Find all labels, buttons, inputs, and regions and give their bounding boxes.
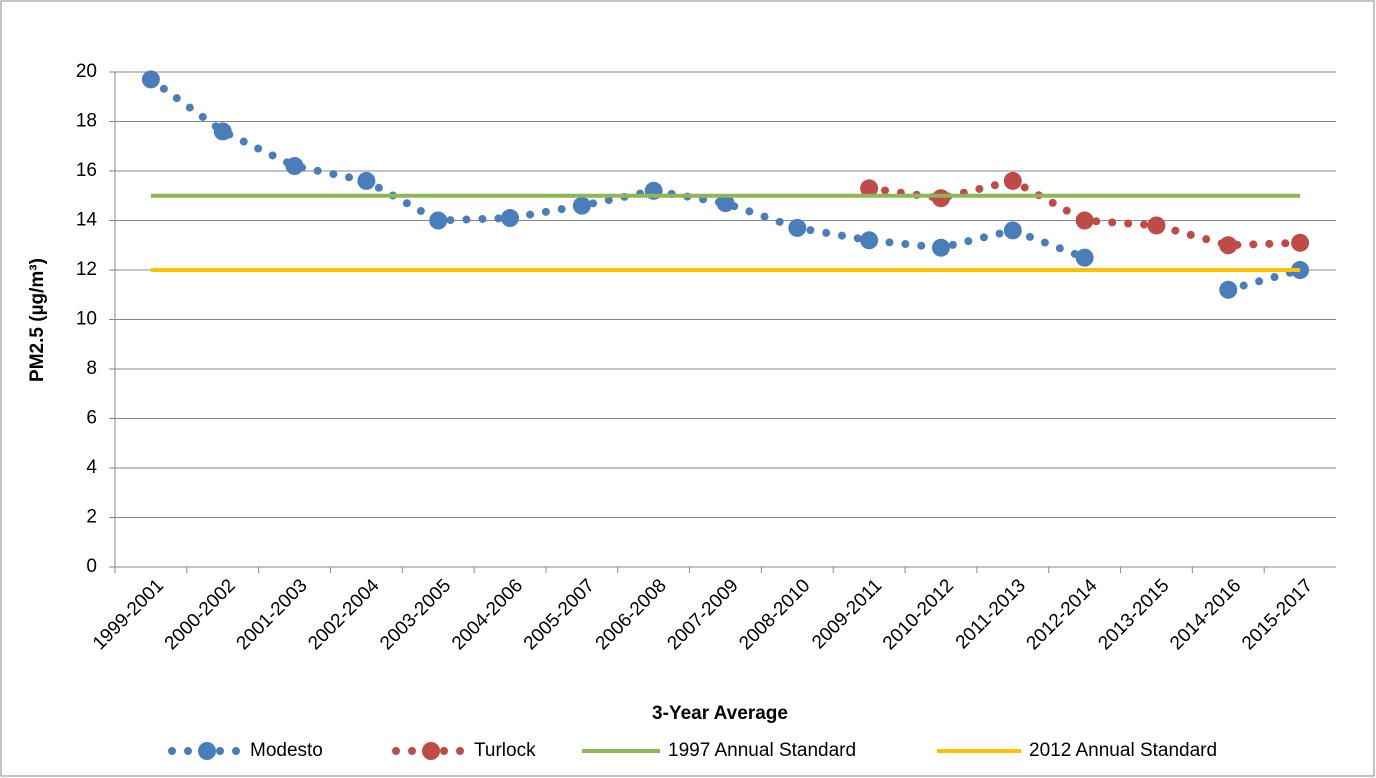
marker <box>931 238 950 257</box>
legend-label: 2012 Annual Standard <box>1029 740 1217 761</box>
marker <box>141 70 160 89</box>
marker <box>1291 233 1310 252</box>
marker <box>357 171 376 190</box>
marker <box>860 231 879 250</box>
marker <box>572 196 591 215</box>
marker <box>1003 221 1022 240</box>
legend-marker <box>198 742 216 760</box>
marker <box>1075 248 1094 267</box>
marker <box>1219 236 1238 255</box>
marker <box>788 218 807 237</box>
x-axis-title: 3-Year Average <box>652 703 788 724</box>
legend-label: 1997 Annual Standard <box>668 740 856 761</box>
y-tick-label: 8 <box>86 358 97 379</box>
marker <box>716 194 735 213</box>
y-tick-label: 18 <box>76 111 97 132</box>
marker <box>501 209 520 228</box>
y-axis-title: PM2.5 (µg/m³) <box>27 258 48 382</box>
y-tick-label: 16 <box>76 160 97 181</box>
marker <box>1147 216 1166 235</box>
y-tick-label: 4 <box>86 457 97 478</box>
legend-label: Turlock <box>474 740 536 761</box>
marker <box>860 179 879 198</box>
marker <box>931 189 950 208</box>
marker <box>285 157 304 176</box>
marker <box>1219 280 1238 299</box>
y-tick-label: 6 <box>86 408 97 429</box>
y-tick-label: 12 <box>76 259 97 280</box>
y-tick-label: 2 <box>86 507 97 528</box>
marker <box>1003 171 1022 190</box>
marker <box>1075 211 1094 230</box>
y-tick-label: 20 <box>76 61 97 82</box>
marker <box>429 211 448 230</box>
y-tick-label: 10 <box>76 309 97 330</box>
series-line <box>146 75 1305 294</box>
y-tick-label: 0 <box>86 556 97 577</box>
legend-label: Modesto <box>250 740 323 761</box>
marker <box>213 122 232 141</box>
y-tick-label: 14 <box>76 210 98 231</box>
legend-marker <box>422 742 440 760</box>
